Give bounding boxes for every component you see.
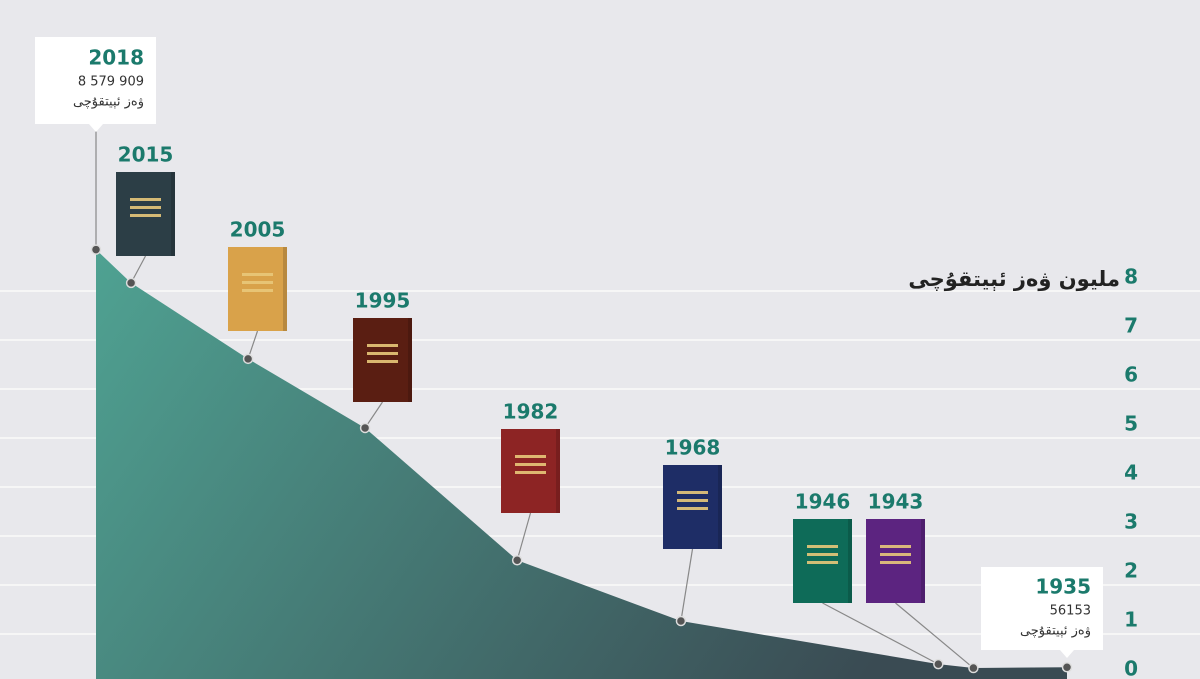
book-decoration: [367, 360, 398, 363]
connector: [516, 512, 532, 561]
book-decoration: [677, 491, 708, 494]
book-decoration: [242, 281, 273, 284]
y-tick-label: 0: [1124, 657, 1138, 679]
book-spine: [556, 429, 560, 513]
book-decoration: [515, 463, 546, 466]
book-decoration: [807, 561, 838, 564]
book-decoration: [807, 545, 838, 548]
area-layer: [96, 249, 1067, 679]
book-decoration: [130, 198, 161, 201]
callout-box: [35, 37, 156, 124]
book-decoration: [130, 206, 161, 209]
connector: [822, 602, 939, 665]
book-decoration: [515, 471, 546, 474]
book-spine: [848, 519, 852, 603]
data-point: [125, 277, 137, 289]
book-decoration: [807, 553, 838, 556]
data-point: [933, 658, 944, 670]
value-label: 8 579 909: [78, 75, 144, 90]
data-point: [968, 662, 979, 674]
callout-pointer: [89, 124, 103, 132]
book-decoration: [242, 273, 273, 276]
year-label: 1935: [1035, 575, 1091, 599]
data-point: [1061, 661, 1073, 673]
y-tick-label: 3: [1124, 510, 1138, 534]
book-decoration: [515, 455, 546, 458]
y-tick-label: 4: [1124, 461, 1138, 485]
year-label: 1995: [355, 289, 411, 313]
book-decoration: [367, 344, 398, 347]
year-label: 1943: [868, 490, 924, 514]
year-label: 2018: [88, 46, 144, 70]
book-decoration: [677, 499, 708, 502]
book-decoration: [367, 352, 398, 355]
book-decoration: [880, 561, 911, 564]
area: [96, 249, 1067, 679]
y-axis-label: ملیون ۋەز ئېيتقۇچى: [908, 267, 1120, 291]
y-tick-label: 2: [1124, 559, 1138, 583]
data-point: [675, 615, 687, 627]
book-spine: [718, 465, 722, 549]
book-decoration: [242, 289, 273, 292]
year-label: 1982: [503, 400, 559, 424]
book-spine: [283, 247, 287, 331]
unit-label: ۋەز ئېيتقۇچى: [73, 95, 144, 110]
book-spine: [408, 318, 412, 402]
y-tick-label: 5: [1124, 412, 1138, 436]
book-decoration: [880, 553, 911, 556]
connector: [895, 602, 974, 669]
connector: [680, 548, 694, 622]
book-decoration: [130, 214, 161, 217]
year-label: 2005: [230, 218, 286, 242]
foreground: 0 1 2 3 4 5 6 7 8 2015 2005 1995 1982 1968 1946 1943 201…: [35, 37, 1138, 679]
data-point: [359, 422, 371, 434]
book-spine: [921, 519, 925, 603]
book-decoration: [880, 545, 911, 548]
unit-label: ۋەز ئېيتقۇچى: [1020, 624, 1091, 639]
callout-box: [981, 567, 1103, 650]
book-spine: [171, 172, 175, 256]
year-label: 2015: [118, 143, 174, 167]
year-label: 1968: [665, 436, 721, 460]
data-point: [90, 244, 102, 255]
y-tick-label: 8: [1124, 265, 1138, 289]
data-point: [511, 554, 523, 566]
data-point: [242, 353, 254, 365]
year-label: 1946: [795, 490, 851, 514]
y-tick-label: 7: [1124, 314, 1138, 338]
value-label: 56153: [1050, 604, 1091, 619]
book-decoration: [677, 507, 708, 510]
callout-pointer: [1060, 650, 1074, 658]
y-tick-label: 6: [1124, 363, 1138, 387]
y-tick-label: 1: [1124, 608, 1138, 632]
